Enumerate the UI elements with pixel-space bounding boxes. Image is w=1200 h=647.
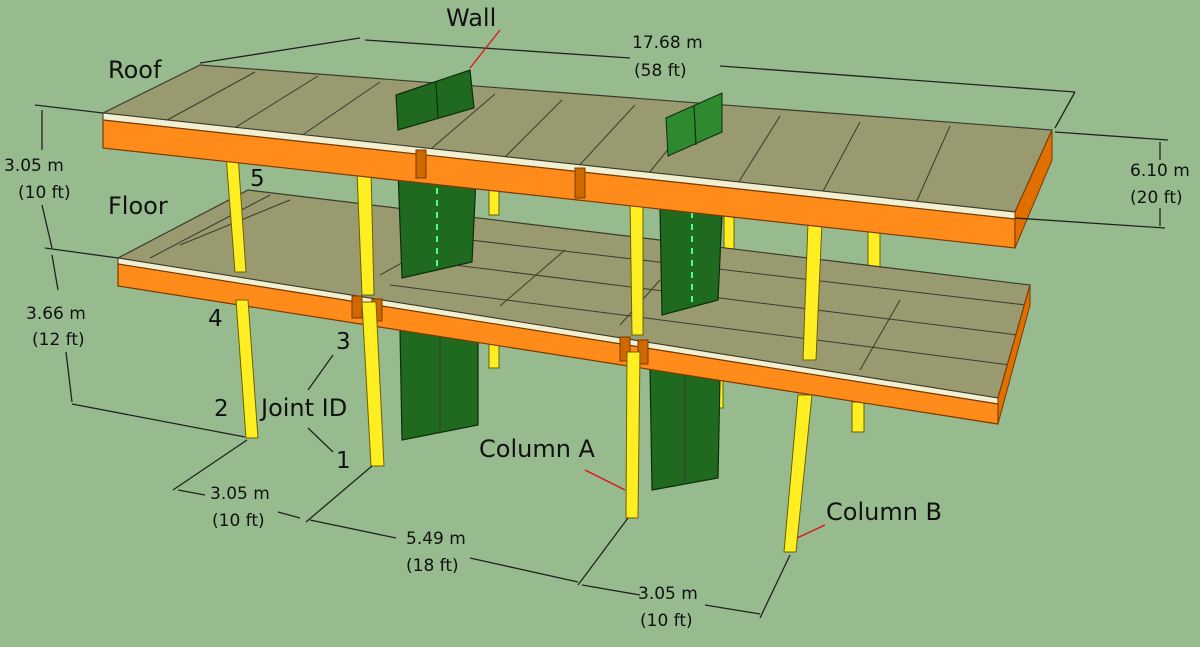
floor-label: Floor — [108, 192, 168, 220]
floor-deck — [116, 189, 1031, 425]
bay2-ft: (18 ft) — [406, 556, 459, 576]
column-joint-2 — [235, 299, 259, 439]
column-b — [783, 394, 813, 553]
bay2-m: 5.49 m — [406, 529, 466, 549]
length-m: 17.68 m — [632, 33, 703, 53]
upper-columns — [225, 154, 823, 361]
roof-height-m: 3.05 m — [4, 156, 64, 176]
column-a-label: Column A — [479, 435, 596, 463]
column-b-label: Column B — [826, 498, 942, 526]
bay1-ft: (10 ft) — [212, 511, 265, 531]
roof-label: Roof — [108, 56, 162, 84]
wall-top-parts — [395, 69, 723, 157]
leader-lines — [307, 29, 826, 539]
floor-height-ft: (12 ft) — [32, 330, 85, 350]
joint-1-label: 1 — [336, 448, 351, 474]
bay3-m: 3.05 m — [638, 584, 698, 604]
floor-height-m: 3.66 m — [26, 304, 86, 324]
width-m: 6.10 m — [1130, 161, 1190, 181]
roof-height-ft: (10 ft) — [18, 183, 71, 203]
wall-label: Wall — [446, 4, 496, 32]
joint-3-label: 3 — [336, 329, 351, 355]
upper-wall — [397, 169, 723, 316]
labels: Wall Roof Floor Joint ID Column A Column… — [4, 4, 1190, 631]
joint-2-label: 2 — [214, 396, 229, 422]
joint-4-label: 4 — [208, 306, 223, 332]
bay1-m: 3.05 m — [210, 484, 270, 504]
bay3-ft: (10 ft) — [640, 611, 693, 631]
column-joint-1 — [361, 301, 385, 467]
column-a — [625, 351, 641, 519]
joint-5-label: 5 — [250, 166, 265, 192]
dimension-lines — [34, 37, 1169, 619]
lower-columns — [235, 299, 813, 553]
width-ft: (20 ft) — [1130, 188, 1183, 208]
joint-id-label: Joint ID — [259, 394, 347, 422]
lower-wall — [399, 329, 721, 491]
roof-deck — [100, 64, 1053, 249]
length-ft: (58 ft) — [634, 61, 687, 81]
